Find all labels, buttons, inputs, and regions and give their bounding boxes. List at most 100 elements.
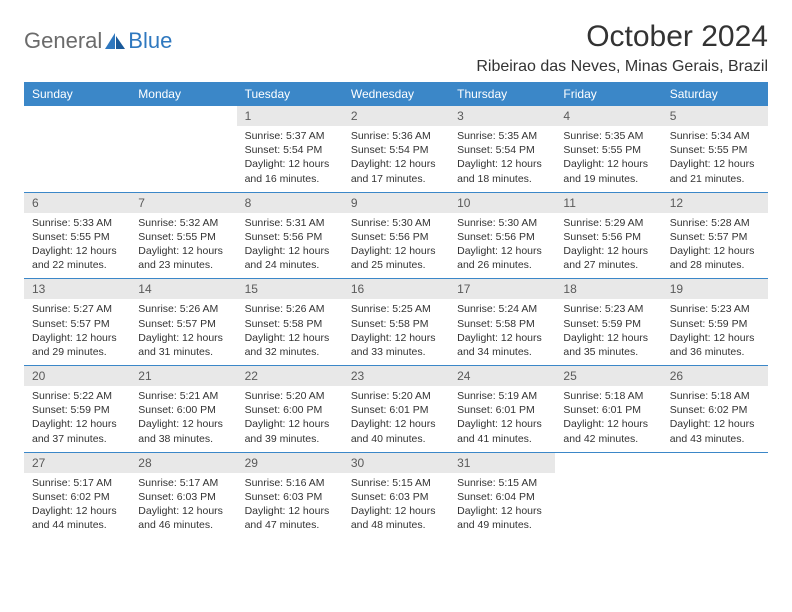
calendar-day-cell: 3Sunrise: 5:35 AMSunset: 5:54 PMDaylight…	[449, 106, 555, 192]
day-details: Sunrise: 5:20 AMSunset: 6:00 PMDaylight:…	[237, 386, 343, 452]
calendar-day-cell: 8Sunrise: 5:31 AMSunset: 5:56 PMDaylight…	[237, 192, 343, 279]
day-number: 25	[555, 366, 661, 386]
day-number: 13	[24, 279, 130, 299]
day-number: 12	[662, 193, 768, 213]
calendar-week-row: 6Sunrise: 5:33 AMSunset: 5:55 PMDaylight…	[24, 192, 768, 279]
weekday-header: Sunday	[24, 82, 130, 106]
calendar-day-cell: 18Sunrise: 5:23 AMSunset: 5:59 PMDayligh…	[555, 279, 661, 366]
calendar-day-cell: 13Sunrise: 5:27 AMSunset: 5:57 PMDayligh…	[24, 279, 130, 366]
day-number: 11	[555, 193, 661, 213]
day-details: Sunrise: 5:27 AMSunset: 5:57 PMDaylight:…	[24, 299, 130, 365]
calendar-day-cell: 27Sunrise: 5:17 AMSunset: 6:02 PMDayligh…	[24, 452, 130, 538]
day-details: Sunrise: 5:17 AMSunset: 6:03 PMDaylight:…	[130, 473, 236, 539]
weekday-header: Saturday	[662, 82, 768, 106]
calendar-day-cell	[555, 452, 661, 538]
day-details: Sunrise: 5:18 AMSunset: 6:02 PMDaylight:…	[662, 386, 768, 452]
calendar-day-cell: 4Sunrise: 5:35 AMSunset: 5:55 PMDaylight…	[555, 106, 661, 192]
calendar-day-cell: 2Sunrise: 5:36 AMSunset: 5:54 PMDaylight…	[343, 106, 449, 192]
day-number: 31	[449, 453, 555, 473]
day-details: Sunrise: 5:32 AMSunset: 5:55 PMDaylight:…	[130, 213, 236, 279]
weekday-header: Tuesday	[237, 82, 343, 106]
calendar-day-cell: 9Sunrise: 5:30 AMSunset: 5:56 PMDaylight…	[343, 192, 449, 279]
day-number: 15	[237, 279, 343, 299]
day-number: 16	[343, 279, 449, 299]
calendar-day-cell	[130, 106, 236, 192]
day-number: 30	[343, 453, 449, 473]
day-number: 28	[130, 453, 236, 473]
day-number: 3	[449, 106, 555, 126]
calendar-day-cell: 28Sunrise: 5:17 AMSunset: 6:03 PMDayligh…	[130, 452, 236, 538]
day-details: Sunrise: 5:33 AMSunset: 5:55 PMDaylight:…	[24, 213, 130, 279]
day-details: Sunrise: 5:20 AMSunset: 6:01 PMDaylight:…	[343, 386, 449, 452]
calendar-day-cell: 7Sunrise: 5:32 AMSunset: 5:55 PMDaylight…	[130, 192, 236, 279]
calendar-day-cell: 15Sunrise: 5:26 AMSunset: 5:58 PMDayligh…	[237, 279, 343, 366]
day-number: 9	[343, 193, 449, 213]
day-number: 23	[343, 366, 449, 386]
calendar-week-row: 27Sunrise: 5:17 AMSunset: 6:02 PMDayligh…	[24, 452, 768, 538]
calendar-week-row: 20Sunrise: 5:22 AMSunset: 5:59 PMDayligh…	[24, 366, 768, 453]
calendar-day-cell: 24Sunrise: 5:19 AMSunset: 6:01 PMDayligh…	[449, 366, 555, 453]
day-details: Sunrise: 5:17 AMSunset: 6:02 PMDaylight:…	[24, 473, 130, 539]
calendar-day-cell: 25Sunrise: 5:18 AMSunset: 6:01 PMDayligh…	[555, 366, 661, 453]
day-number: 20	[24, 366, 130, 386]
calendar-day-cell: 16Sunrise: 5:25 AMSunset: 5:58 PMDayligh…	[343, 279, 449, 366]
day-details: Sunrise: 5:30 AMSunset: 5:56 PMDaylight:…	[449, 213, 555, 279]
calendar-day-cell: 5Sunrise: 5:34 AMSunset: 5:55 PMDaylight…	[662, 106, 768, 192]
day-number: 4	[555, 106, 661, 126]
calendar-day-cell: 12Sunrise: 5:28 AMSunset: 5:57 PMDayligh…	[662, 192, 768, 279]
day-number: 27	[24, 453, 130, 473]
day-number: 24	[449, 366, 555, 386]
day-details: Sunrise: 5:35 AMSunset: 5:54 PMDaylight:…	[449, 126, 555, 192]
location-text: Ribeirao das Neves, Minas Gerais, Brazil	[476, 58, 768, 76]
day-details: Sunrise: 5:28 AMSunset: 5:57 PMDaylight:…	[662, 213, 768, 279]
day-details: Sunrise: 5:31 AMSunset: 5:56 PMDaylight:…	[237, 213, 343, 279]
day-number: 22	[237, 366, 343, 386]
day-details: Sunrise: 5:26 AMSunset: 5:58 PMDaylight:…	[237, 299, 343, 365]
day-details: Sunrise: 5:29 AMSunset: 5:56 PMDaylight:…	[555, 213, 661, 279]
day-number: 14	[130, 279, 236, 299]
weekday-header: Monday	[130, 82, 236, 106]
calendar-day-cell: 1Sunrise: 5:37 AMSunset: 5:54 PMDaylight…	[237, 106, 343, 192]
day-number: 29	[237, 453, 343, 473]
day-details: Sunrise: 5:18 AMSunset: 6:01 PMDaylight:…	[555, 386, 661, 452]
calendar-week-row: 1Sunrise: 5:37 AMSunset: 5:54 PMDaylight…	[24, 106, 768, 192]
calendar-day-cell: 29Sunrise: 5:16 AMSunset: 6:03 PMDayligh…	[237, 452, 343, 538]
calendar-day-cell: 20Sunrise: 5:22 AMSunset: 5:59 PMDayligh…	[24, 366, 130, 453]
day-details: Sunrise: 5:16 AMSunset: 6:03 PMDaylight:…	[237, 473, 343, 539]
page-header: General Blue October 2024 Ribeirao das N…	[24, 20, 768, 76]
day-number: 7	[130, 193, 236, 213]
day-number: 10	[449, 193, 555, 213]
day-details: Sunrise: 5:23 AMSunset: 5:59 PMDaylight:…	[555, 299, 661, 365]
weekday-header: Thursday	[449, 82, 555, 106]
day-details: Sunrise: 5:25 AMSunset: 5:58 PMDaylight:…	[343, 299, 449, 365]
day-details: Sunrise: 5:36 AMSunset: 5:54 PMDaylight:…	[343, 126, 449, 192]
day-details: Sunrise: 5:19 AMSunset: 6:01 PMDaylight:…	[449, 386, 555, 452]
calendar-day-cell: 21Sunrise: 5:21 AMSunset: 6:00 PMDayligh…	[130, 366, 236, 453]
day-number: 18	[555, 279, 661, 299]
day-details: Sunrise: 5:37 AMSunset: 5:54 PMDaylight:…	[237, 126, 343, 192]
calendar-day-cell: 31Sunrise: 5:15 AMSunset: 6:04 PMDayligh…	[449, 452, 555, 538]
day-details: Sunrise: 5:15 AMSunset: 6:03 PMDaylight:…	[343, 473, 449, 539]
day-number: 6	[24, 193, 130, 213]
calendar-day-cell: 11Sunrise: 5:29 AMSunset: 5:56 PMDayligh…	[555, 192, 661, 279]
calendar-page: General Blue October 2024 Ribeirao das N…	[0, 0, 792, 558]
day-details: Sunrise: 5:30 AMSunset: 5:56 PMDaylight:…	[343, 213, 449, 279]
logo: General Blue	[24, 20, 172, 54]
day-number: 17	[449, 279, 555, 299]
title-block: October 2024 Ribeirao das Neves, Minas G…	[476, 20, 768, 76]
day-details: Sunrise: 5:23 AMSunset: 5:59 PMDaylight:…	[662, 299, 768, 365]
calendar-day-cell: 19Sunrise: 5:23 AMSunset: 5:59 PMDayligh…	[662, 279, 768, 366]
day-number: 21	[130, 366, 236, 386]
weekday-header: Wednesday	[343, 82, 449, 106]
calendar-day-cell	[662, 452, 768, 538]
logo-text-blue: Blue	[128, 28, 172, 54]
day-number: 2	[343, 106, 449, 126]
calendar-day-cell: 23Sunrise: 5:20 AMSunset: 6:01 PMDayligh…	[343, 366, 449, 453]
calendar-day-cell: 6Sunrise: 5:33 AMSunset: 5:55 PMDaylight…	[24, 192, 130, 279]
logo-sail-icon	[104, 32, 126, 50]
weekday-header: Friday	[555, 82, 661, 106]
day-number: 5	[662, 106, 768, 126]
day-number: 8	[237, 193, 343, 213]
calendar-table: SundayMondayTuesdayWednesdayThursdayFrid…	[24, 82, 768, 538]
day-details: Sunrise: 5:15 AMSunset: 6:04 PMDaylight:…	[449, 473, 555, 539]
